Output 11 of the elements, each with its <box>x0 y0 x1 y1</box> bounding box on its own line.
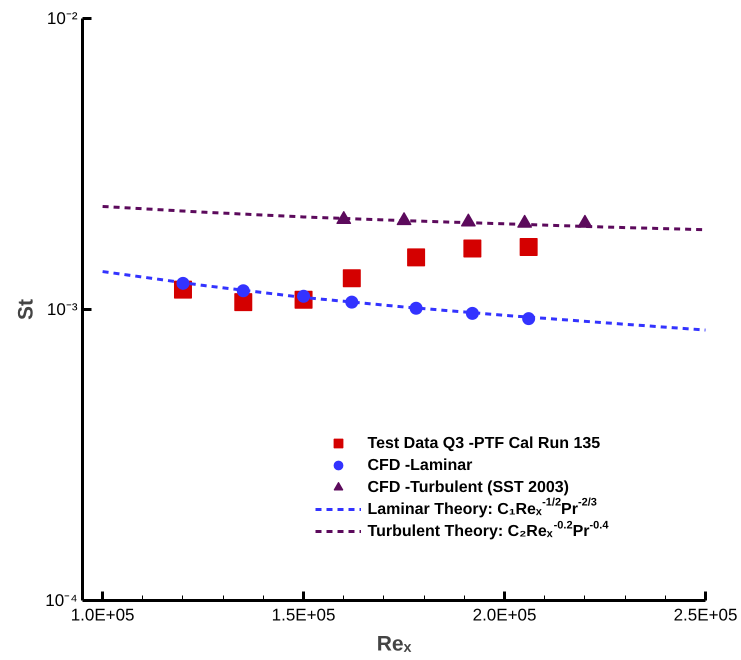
legend-label: CFD -Laminar <box>368 457 472 474</box>
x-tick-label: 1.5E+05 <box>272 606 336 624</box>
y-axis-title: St <box>14 298 38 320</box>
line-series <box>101 270 706 332</box>
y-tick-label: 10⁻³ <box>46 300 78 319</box>
legend-label: Test Data Q3 -PTF Cal Run 135 <box>368 435 600 452</box>
x-tick-label: 2.5E+05 <box>674 606 738 624</box>
x-axis-title: Reₓ <box>376 632 412 656</box>
y-tick-label: 10⁻² <box>46 9 78 28</box>
legend-label: CFD -Turbulent (SST 2003) <box>368 479 569 496</box>
x-tick-label: 2.0E+05 <box>472 606 536 624</box>
